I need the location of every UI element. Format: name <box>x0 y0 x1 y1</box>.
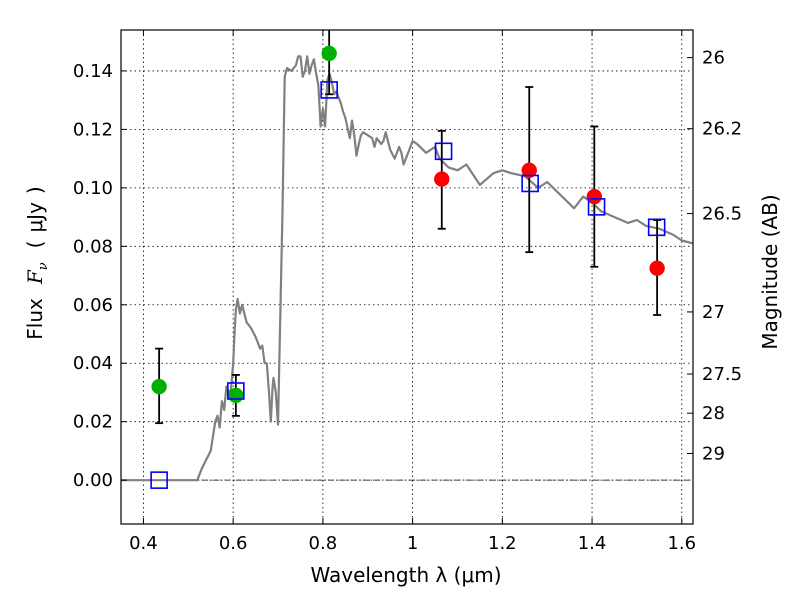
x-tick-label: 1 <box>407 533 418 554</box>
y-tick-label: 0.14 <box>73 61 113 82</box>
blue-model-square <box>320 81 338 99</box>
x-tick-label: 0.6 <box>219 533 248 554</box>
y-tick-label: 0.02 <box>73 412 113 433</box>
x-tick-label: 1.2 <box>488 533 517 554</box>
red-data-point <box>649 260 665 276</box>
mag-tick-label: 28 <box>702 403 725 424</box>
x-axis-title: Wavelength λ (μm) <box>310 563 501 587</box>
red-data-point <box>521 162 538 179</box>
blue-model-square <box>647 218 666 237</box>
plot-layer <box>121 30 694 489</box>
right-axis-title: Magnitude (AB) <box>758 194 782 349</box>
svg-text:FluxFν(μJy): Flux Fν ( μJy) <box>23 186 51 339</box>
x-tick-label: 0.4 <box>129 533 158 554</box>
y-axis-title-close-paren: ) <box>23 186 47 194</box>
green-data-point <box>228 387 244 404</box>
mag-tick-label: 27.5 <box>702 364 742 385</box>
blue-model-square <box>227 382 245 400</box>
x-tick-label: 1.6 <box>667 533 696 554</box>
red-data-point <box>434 171 450 187</box>
mag-tick-label: 26.2 <box>702 119 742 140</box>
model-sed-line <box>121 55 694 482</box>
y-tick-label: 0.00 <box>73 470 113 491</box>
blue-model-square <box>150 471 168 489</box>
y-tick-label: 0.12 <box>73 119 113 140</box>
y-tick-label: 0.06 <box>73 295 113 316</box>
tick-layer: 0.4 0.6 0.8 1 1.2 1.4 1.6 0.00 0.02 0.04 0.06 0.08 0… <box>73 30 742 554</box>
mag-tick-label: 26 <box>702 48 725 69</box>
plot-frame <box>120 29 694 525</box>
y-axis-title-symbol: F <box>23 269 47 285</box>
mag-tick-label: 27 <box>702 302 725 323</box>
y-tick-label: 0.10 <box>73 178 113 199</box>
x-tick-label: 1.4 <box>578 533 607 554</box>
red-data-point <box>586 188 603 205</box>
green-data-point <box>321 45 337 62</box>
y-axis-title-subscript: ν <box>36 262 51 270</box>
blue-model-square <box>521 174 539 193</box>
y-axis-title-word: Flux <box>23 298 47 340</box>
blue-model-square <box>434 142 453 161</box>
green-data-point <box>151 378 167 395</box>
mag-tick-label: 29 <box>702 443 725 464</box>
mag-tick-label: 26.5 <box>702 204 742 225</box>
y-axis-title-open-paren: ( <box>23 241 47 249</box>
x-tick-label: 0.8 <box>309 533 338 554</box>
blue-model-square <box>587 198 606 216</box>
y-axis-title: Flux Fν ( μJy) <box>23 186 51 339</box>
y-axis-title-unit: μJy <box>23 202 47 233</box>
y-tick-label: 0.08 <box>73 236 113 257</box>
y-tick-label: 0.04 <box>73 353 113 374</box>
